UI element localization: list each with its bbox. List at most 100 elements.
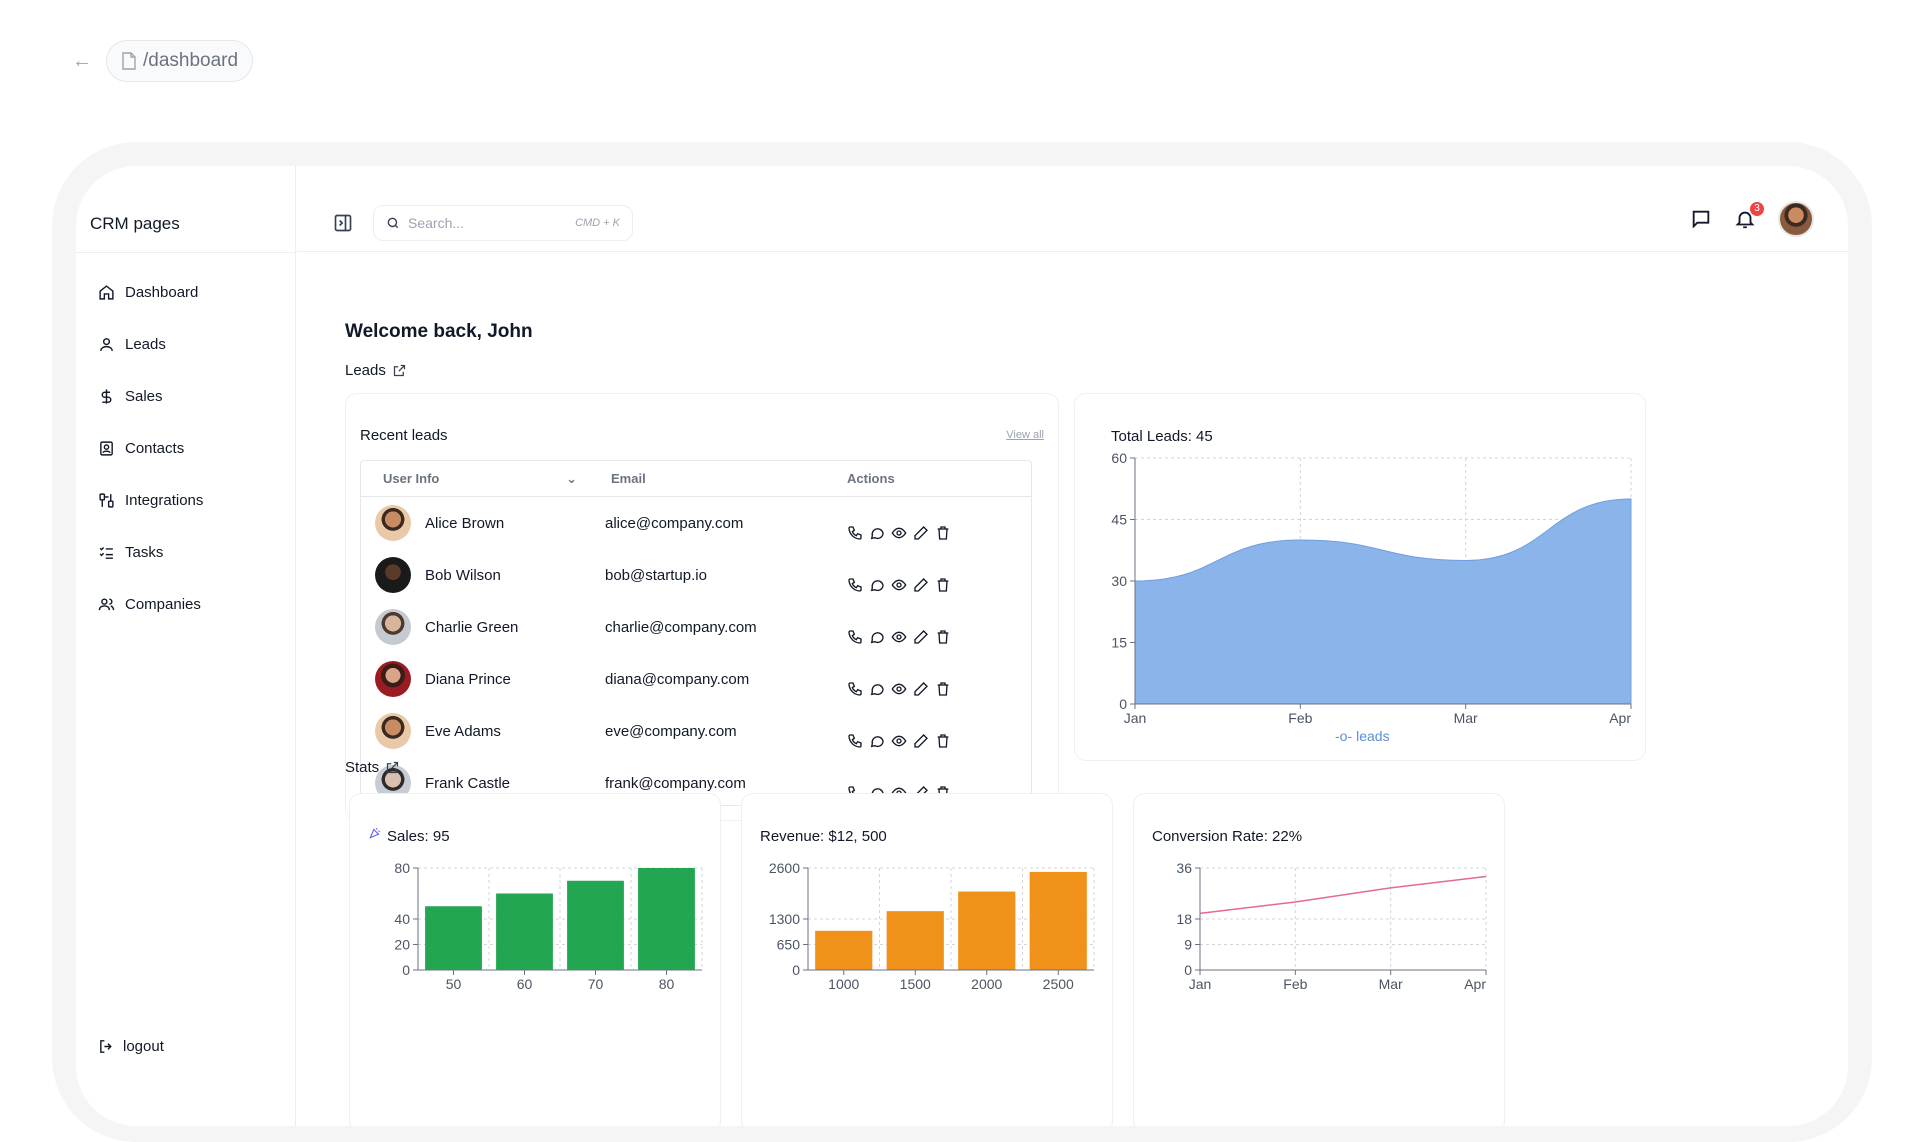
lead-email: frank@company.com xyxy=(605,774,746,792)
recent-leads-card: Recent leads View all User Info ⌄ Email … xyxy=(345,393,1059,821)
users-icon xyxy=(98,597,115,610)
phone-icon[interactable] xyxy=(847,525,863,541)
pencil-icon[interactable] xyxy=(913,577,929,593)
bar[interactable] xyxy=(496,893,553,971)
lead-email: bob@startup.io xyxy=(605,566,707,584)
sidebar-item-label: Companies xyxy=(125,595,201,613)
pencil-icon[interactable] xyxy=(913,681,929,697)
logout-button[interactable]: logout xyxy=(98,1038,164,1055)
x-tick-label: 50 xyxy=(446,976,462,992)
sidebar-item-label: Integrations xyxy=(125,491,204,509)
conversion-card: Conversion Rate: 22% 0 9 18 36 Jan Feb Mar Apr xyxy=(1133,793,1505,1126)
sidebar-item-label: Sales xyxy=(125,387,163,405)
x-tick-label: 80 xyxy=(659,976,675,992)
y-tick-label: 0 xyxy=(792,962,800,978)
bar[interactable] xyxy=(425,906,482,970)
message-icon[interactable] xyxy=(869,525,885,541)
phone-icon[interactable] xyxy=(847,629,863,645)
bar[interactable] xyxy=(638,868,695,970)
stats-section-link[interactable]: Stats xyxy=(345,759,400,776)
user-avatar[interactable] xyxy=(1778,201,1814,237)
eye-icon[interactable] xyxy=(891,629,907,645)
external-link-icon xyxy=(387,761,399,774)
leads-section-link[interactable]: Leads xyxy=(345,362,407,379)
eye-icon[interactable] xyxy=(891,681,907,697)
sidebar-item-sales[interactable]: Sales xyxy=(96,370,286,422)
message-icon[interactable] xyxy=(869,577,885,593)
view-all-link[interactable]: View all xyxy=(1006,429,1044,441)
y-tick-label: 0 xyxy=(402,962,410,978)
notification-badge: 3 xyxy=(1750,202,1764,216)
area-series-leads[interactable] xyxy=(1134,498,1632,705)
search-icon xyxy=(387,217,399,229)
back-arrow-icon[interactable]: ← xyxy=(72,50,92,72)
phone-icon[interactable] xyxy=(847,577,863,593)
table-row[interactable]: Frank Castle frank@company.com xyxy=(361,757,1031,805)
eye-icon[interactable] xyxy=(891,577,907,593)
pencil-icon[interactable] xyxy=(913,629,929,645)
column-actions: Actions xyxy=(847,471,895,486)
search-box[interactable]: CMD + K xyxy=(373,205,633,241)
y-tick-label: 650 xyxy=(777,937,801,953)
bar[interactable] xyxy=(886,911,944,970)
trash-icon[interactable] xyxy=(935,577,951,593)
table-row[interactable]: Diana Prince diana@company.com xyxy=(361,653,1031,705)
sidebar-item-dashboard[interactable]: Dashboard xyxy=(96,266,286,318)
bar[interactable] xyxy=(1029,871,1087,970)
header-actions: 3 xyxy=(1690,201,1814,237)
sidebar-item-label: Tasks xyxy=(125,543,164,561)
eye-icon[interactable] xyxy=(891,525,907,541)
x-tick-label: Feb xyxy=(1288,710,1312,726)
table-row[interactable]: Charlie Green charlie@company.com xyxy=(361,601,1031,653)
sidebar-item-companies[interactable]: Companies xyxy=(96,578,286,630)
pencil-icon[interactable] xyxy=(913,525,929,541)
sidebar-toggle-icon[interactable] xyxy=(333,213,353,233)
url-path: /dashboard xyxy=(143,50,239,71)
sidebar-item-contacts[interactable]: Contacts xyxy=(96,422,286,474)
sidebar-item-tasks[interactable]: Tasks xyxy=(96,526,286,578)
table-row[interactable]: Eve Adams eve@company.com xyxy=(361,705,1031,757)
eye-icon[interactable] xyxy=(891,733,907,749)
table-row[interactable]: Alice Brown alice@company.com xyxy=(361,497,1031,549)
logout-label: logout xyxy=(123,1038,164,1055)
bar[interactable] xyxy=(958,891,1016,970)
trash-icon[interactable] xyxy=(935,733,951,749)
sidebar-item-leads[interactable]: Leads xyxy=(96,318,286,370)
x-tick-label: 1500 xyxy=(900,976,931,992)
phone-icon[interactable] xyxy=(847,733,863,749)
app-window: CRM pages Dashboard Leads Sales Contacts… xyxy=(76,166,1848,1126)
notification-button[interactable]: 3 xyxy=(1734,202,1764,230)
message-icon[interactable] xyxy=(869,733,885,749)
cell-user-info: Charlie Green xyxy=(361,609,597,645)
file-icon xyxy=(122,52,136,70)
chat-icon[interactable] xyxy=(1690,208,1712,230)
pencil-icon[interactable] xyxy=(913,733,929,749)
revenue-card: Revenue: $12, 500 0 650 1300 2600 1000 1500 20… xyxy=(741,793,1113,1126)
avatar xyxy=(375,505,411,541)
trash-icon[interactable] xyxy=(935,525,951,541)
revenue-bar-chart: 0 650 1300 2600 1000 1500 2000 2500 xyxy=(769,860,1095,992)
message-icon[interactable] xyxy=(869,681,885,697)
y-tick-label: 20 xyxy=(394,937,410,953)
sidebar-item-integrations[interactable]: Integrations xyxy=(96,474,286,526)
bar[interactable] xyxy=(567,880,624,970)
trash-icon[interactable] xyxy=(935,629,951,645)
search-input[interactable] xyxy=(408,215,568,231)
home-icon xyxy=(99,284,114,300)
legend-label: leads xyxy=(1356,728,1390,744)
cell-user-info: Bob Wilson xyxy=(361,557,597,593)
column-user-info[interactable]: User Info ⌄ xyxy=(361,471,597,487)
trash-icon[interactable] xyxy=(935,681,951,697)
line-series[interactable] xyxy=(1199,875,1487,915)
sales-card: Sales: 95 0 20 40 80 50 60 70 80 xyxy=(349,793,721,1126)
sparkle-icon xyxy=(369,827,381,839)
bar[interactable] xyxy=(815,930,873,970)
sidebar-divider xyxy=(76,252,296,253)
table-row[interactable]: Bob Wilson bob@startup.io xyxy=(361,549,1031,601)
x-tick-label: Mar xyxy=(1454,710,1478,726)
url-pill[interactable]: /dashboard xyxy=(106,40,254,82)
phone-icon[interactable] xyxy=(847,681,863,697)
chevron-down-icon: ⌄ xyxy=(566,470,577,486)
lead-email: charlie@company.com xyxy=(605,618,757,636)
message-icon[interactable] xyxy=(869,629,885,645)
